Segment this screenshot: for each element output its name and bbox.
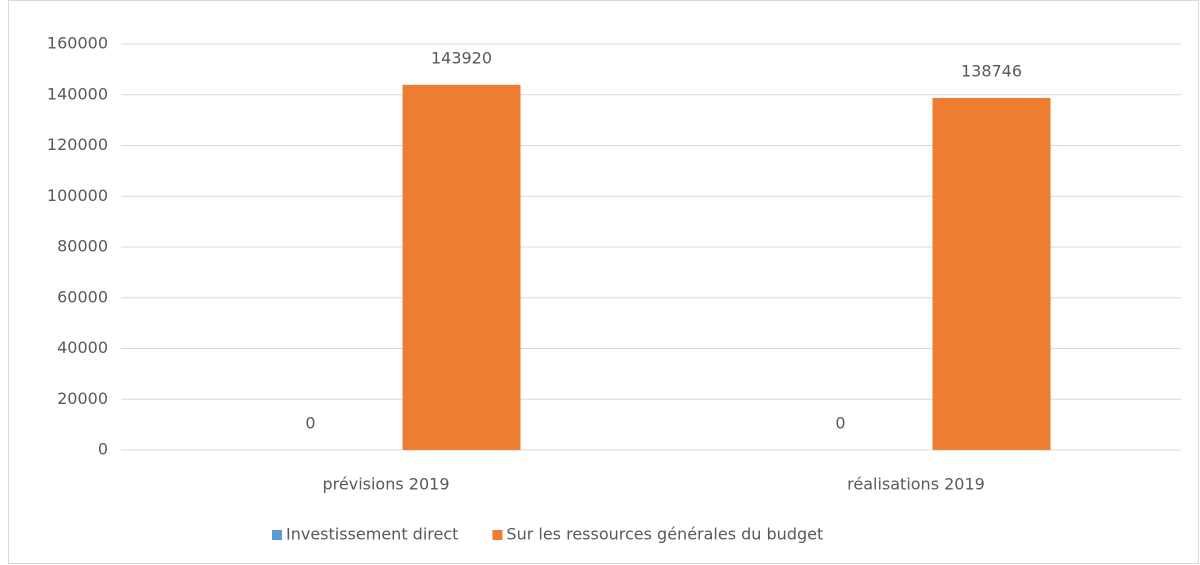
y-tick-label: 40000: [57, 338, 108, 357]
y-tick-label: 100000: [47, 186, 108, 205]
legend-swatch: [492, 530, 503, 540]
y-tick-label: 60000: [57, 287, 108, 306]
y-tick-label: 0: [98, 440, 108, 459]
data-label: 143920: [431, 48, 492, 67]
y-tick-label: 140000: [47, 84, 108, 103]
y-tick-label: 80000: [57, 237, 108, 256]
y-tick-label: 120000: [47, 135, 108, 154]
y-tick-label: 160000: [47, 34, 108, 53]
data-label: 138746: [961, 61, 1022, 80]
bar: [932, 97, 1051, 451]
bar: [402, 84, 521, 450]
legend-label: Investissement direct: [286, 525, 458, 544]
x-tick-label: réalisations 2019: [847, 475, 985, 494]
data-label: 0: [305, 414, 315, 433]
data-label: 0: [835, 414, 845, 433]
y-tick-label: 20000: [57, 389, 108, 408]
x-tick-label: prévisions 2019: [323, 475, 450, 494]
legend-label: Sur les ressources générales du budget: [506, 525, 823, 544]
legend-swatch: [272, 530, 282, 540]
